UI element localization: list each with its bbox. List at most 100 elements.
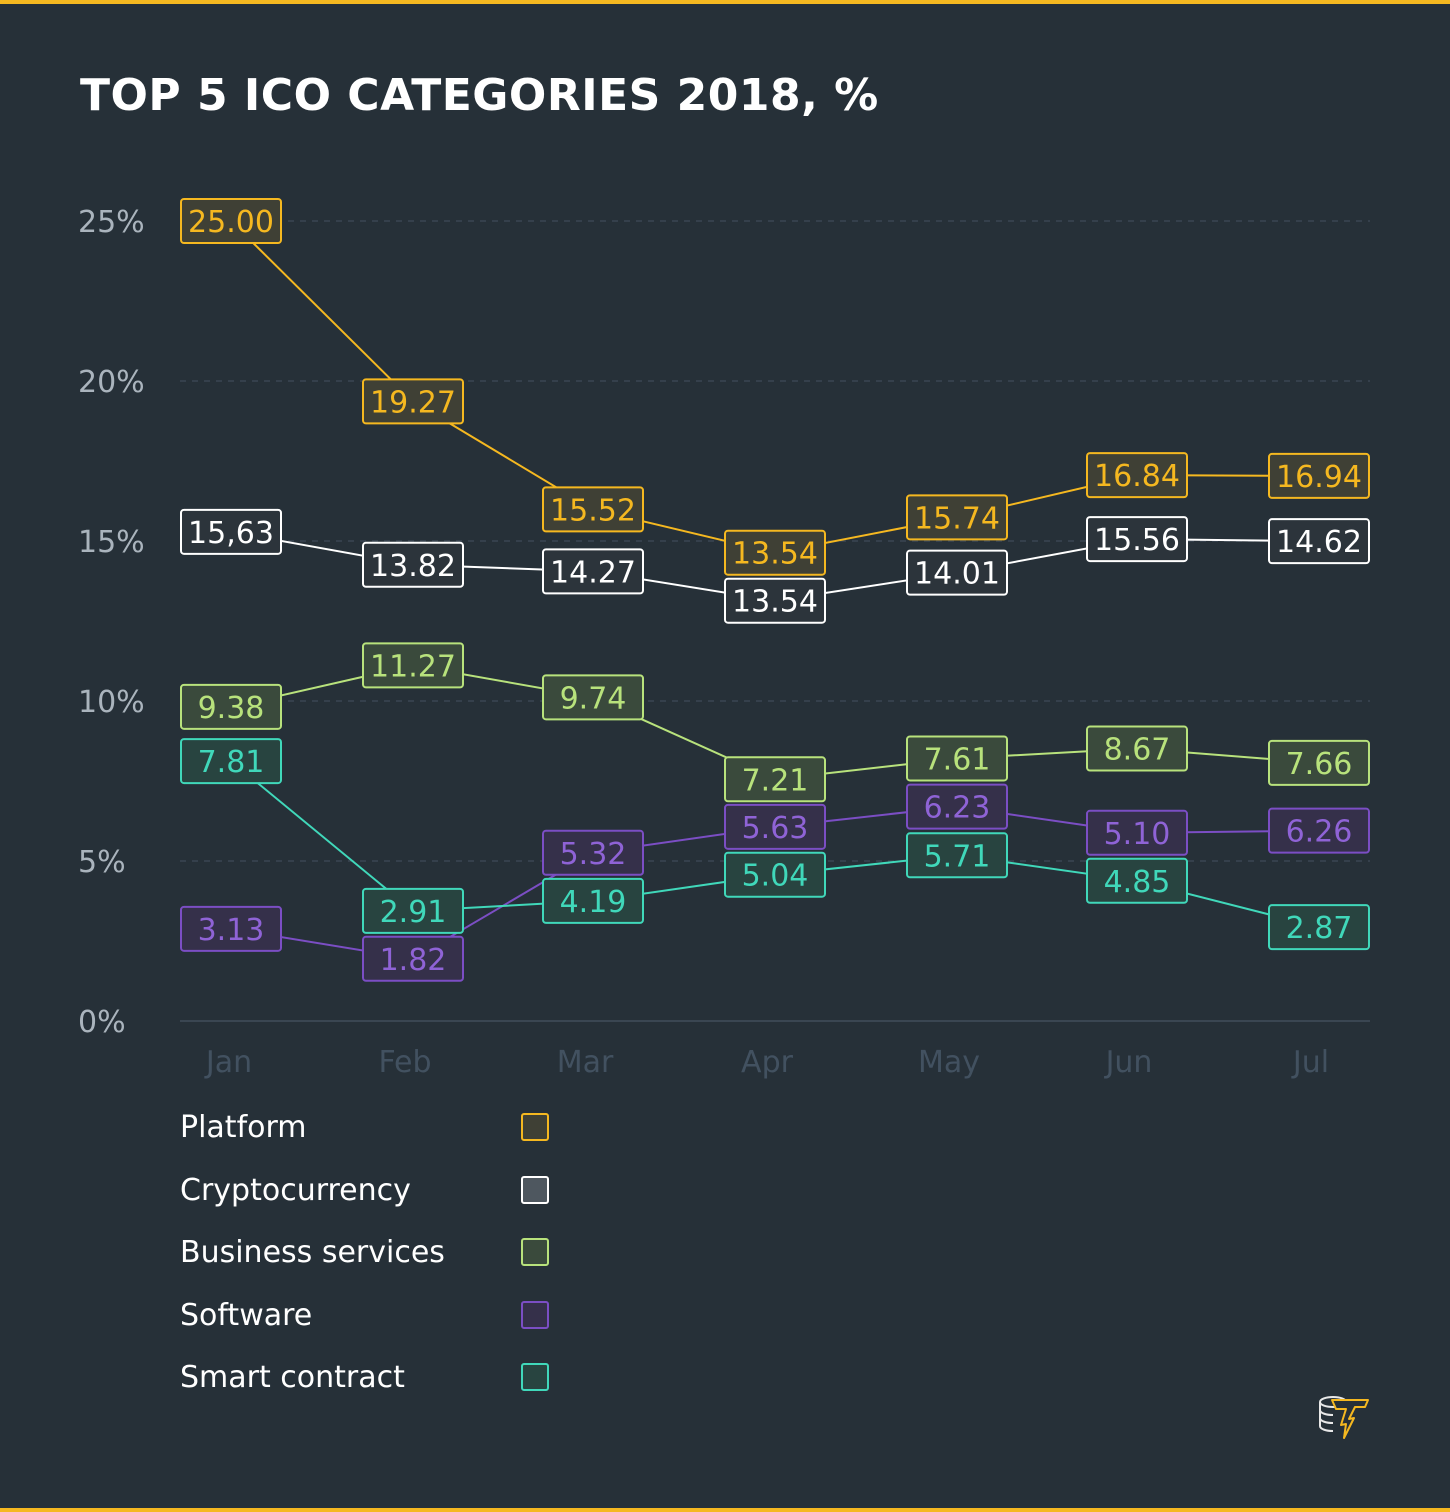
- x-tick-label: Feb: [378, 1045, 431, 1080]
- legend-swatch: [521, 1113, 549, 1141]
- data-point-value: 7.81: [198, 745, 265, 780]
- data-label: 7.21: [724, 756, 826, 803]
- data-point-value: 4.19: [560, 885, 627, 920]
- data-point-value: 1.82: [380, 943, 447, 978]
- data-point-value: 16.94: [1276, 460, 1362, 495]
- data-label: 14.27: [542, 548, 644, 595]
- legend-swatch: [521, 1238, 549, 1266]
- legend-label: Cryptocurrency: [180, 1172, 411, 1208]
- data-label: 5.10: [1086, 809, 1188, 856]
- data-point-value: 5.63: [742, 811, 809, 846]
- data-point-box: [180, 508, 282, 555]
- data-point-box: [1268, 807, 1370, 854]
- data-label: 5.04: [724, 851, 826, 898]
- data-point-box: [1268, 452, 1370, 499]
- legend-label: Business services: [180, 1235, 445, 1270]
- data-label: 2.87: [1268, 904, 1370, 951]
- data-point-value: 5.71: [924, 839, 991, 874]
- data-point-box: [180, 738, 282, 785]
- data-point-box: [1268, 739, 1370, 786]
- bottom-accent-bar: [0, 1508, 1450, 1512]
- data-point-value: 14.27: [550, 555, 636, 590]
- x-tick-label: Jul: [1291, 1045, 1329, 1080]
- x-tick-label: Apr: [741, 1045, 794, 1080]
- data-label: 13.82: [362, 541, 464, 588]
- data-label: 9.74: [542, 674, 644, 721]
- line-chart: 0% 5% 10% 15% 20% 25% Jan Feb Mar Apr May Jun Jul 25.…: [78, 198, 1370, 1080]
- data-point-box: [542, 548, 644, 595]
- data-label: 6.23: [906, 783, 1008, 830]
- data-label: 15.74: [906, 494, 1008, 541]
- data-point-value: 5.10: [1104, 817, 1171, 852]
- data-point-box: [724, 577, 826, 624]
- data-label: 14.01: [906, 549, 1008, 596]
- data-point-box: [542, 486, 644, 533]
- data-label: 5.32: [542, 829, 644, 876]
- data-point-box: [362, 642, 464, 689]
- data-point-box: [362, 935, 464, 982]
- data-point-box: [542, 877, 644, 924]
- data-point-value: 5.04: [742, 859, 809, 894]
- data-label: 6.26: [1268, 807, 1370, 854]
- data-point-value: 7.66: [1286, 747, 1353, 782]
- data-label: 15,63: [180, 508, 282, 555]
- data-point-box: [724, 756, 826, 803]
- x-tick-label: May: [918, 1045, 980, 1080]
- legend-swatch: [521, 1300, 549, 1329]
- data-label: 3.13: [180, 905, 282, 952]
- data-label: 15.52: [542, 486, 644, 533]
- data-point-box: [906, 783, 1008, 830]
- data-point-value: 11.27: [370, 649, 456, 684]
- data-point-value: 4.85: [1104, 865, 1171, 900]
- data-label: 11.27: [362, 642, 464, 689]
- data-point-value: 13.54: [732, 585, 818, 620]
- y-tick-label: 25%: [78, 205, 145, 240]
- data-label: 19.27: [362, 378, 464, 425]
- legend-label: Platform: [180, 1110, 307, 1145]
- data-point-value: 14.62: [1276, 525, 1362, 560]
- data-point-value: 6.26: [1286, 815, 1353, 850]
- data-label: 15.56: [1086, 516, 1188, 563]
- data-point-value: 9.38: [198, 691, 265, 726]
- data-point-value: 2.87: [1286, 911, 1353, 946]
- legend-label: Smart contract: [180, 1360, 405, 1395]
- data-label: 2.91: [362, 887, 464, 934]
- data-point-value: 15.56: [1094, 523, 1180, 558]
- data-point-value: 15.52: [550, 493, 636, 528]
- y-tick-label: 5%: [78, 845, 126, 880]
- data-point-value: 13.54: [732, 537, 818, 572]
- data-point-box: [724, 529, 826, 576]
- x-tick-label: Jan: [204, 1045, 252, 1080]
- data-point-box: [906, 735, 1008, 782]
- x-tick-label: Mar: [557, 1045, 614, 1080]
- data-label: 14.62: [1268, 518, 1370, 565]
- data-point-box: [180, 905, 282, 952]
- legend-item: Platform: [180, 1108, 560, 1148]
- legend-swatch: [521, 1363, 549, 1391]
- data-point-value: 15.74: [914, 501, 1000, 536]
- data-point-box: [1086, 725, 1188, 772]
- legend-item: Smart contract: [180, 1358, 560, 1398]
- y-tick-label: 0%: [78, 1005, 126, 1040]
- data-point-box: [1268, 904, 1370, 951]
- data-point-value: 13.82: [370, 549, 456, 584]
- y-tick-label: 15%: [78, 525, 145, 560]
- data-point-box: [362, 378, 464, 425]
- y-tick-label: 10%: [78, 685, 145, 720]
- data-label: 7.61: [906, 735, 1008, 782]
- data-point-box: [724, 803, 826, 850]
- data-point-box: [542, 829, 644, 876]
- data-label: 25.00: [180, 198, 282, 244]
- data-point-value: 9.74: [560, 681, 627, 716]
- data-point-box: [1086, 452, 1188, 499]
- data-point-box: [1268, 518, 1370, 565]
- data-label: 8.67: [1086, 725, 1188, 772]
- data-point-box: [542, 674, 644, 721]
- legend-swatch: [521, 1175, 549, 1204]
- data-point-value: 19.27: [370, 385, 456, 420]
- data-point-value: 16.84: [1094, 459, 1180, 494]
- data-labels: 25.00 19.27 15.52 13.54 15.74 16.84 16.94 15,63…: [180, 198, 1370, 982]
- data-point-value: 3.13: [198, 913, 265, 948]
- logo-icon: [1319, 1396, 1369, 1439]
- data-point-value: 8.67: [1104, 733, 1171, 768]
